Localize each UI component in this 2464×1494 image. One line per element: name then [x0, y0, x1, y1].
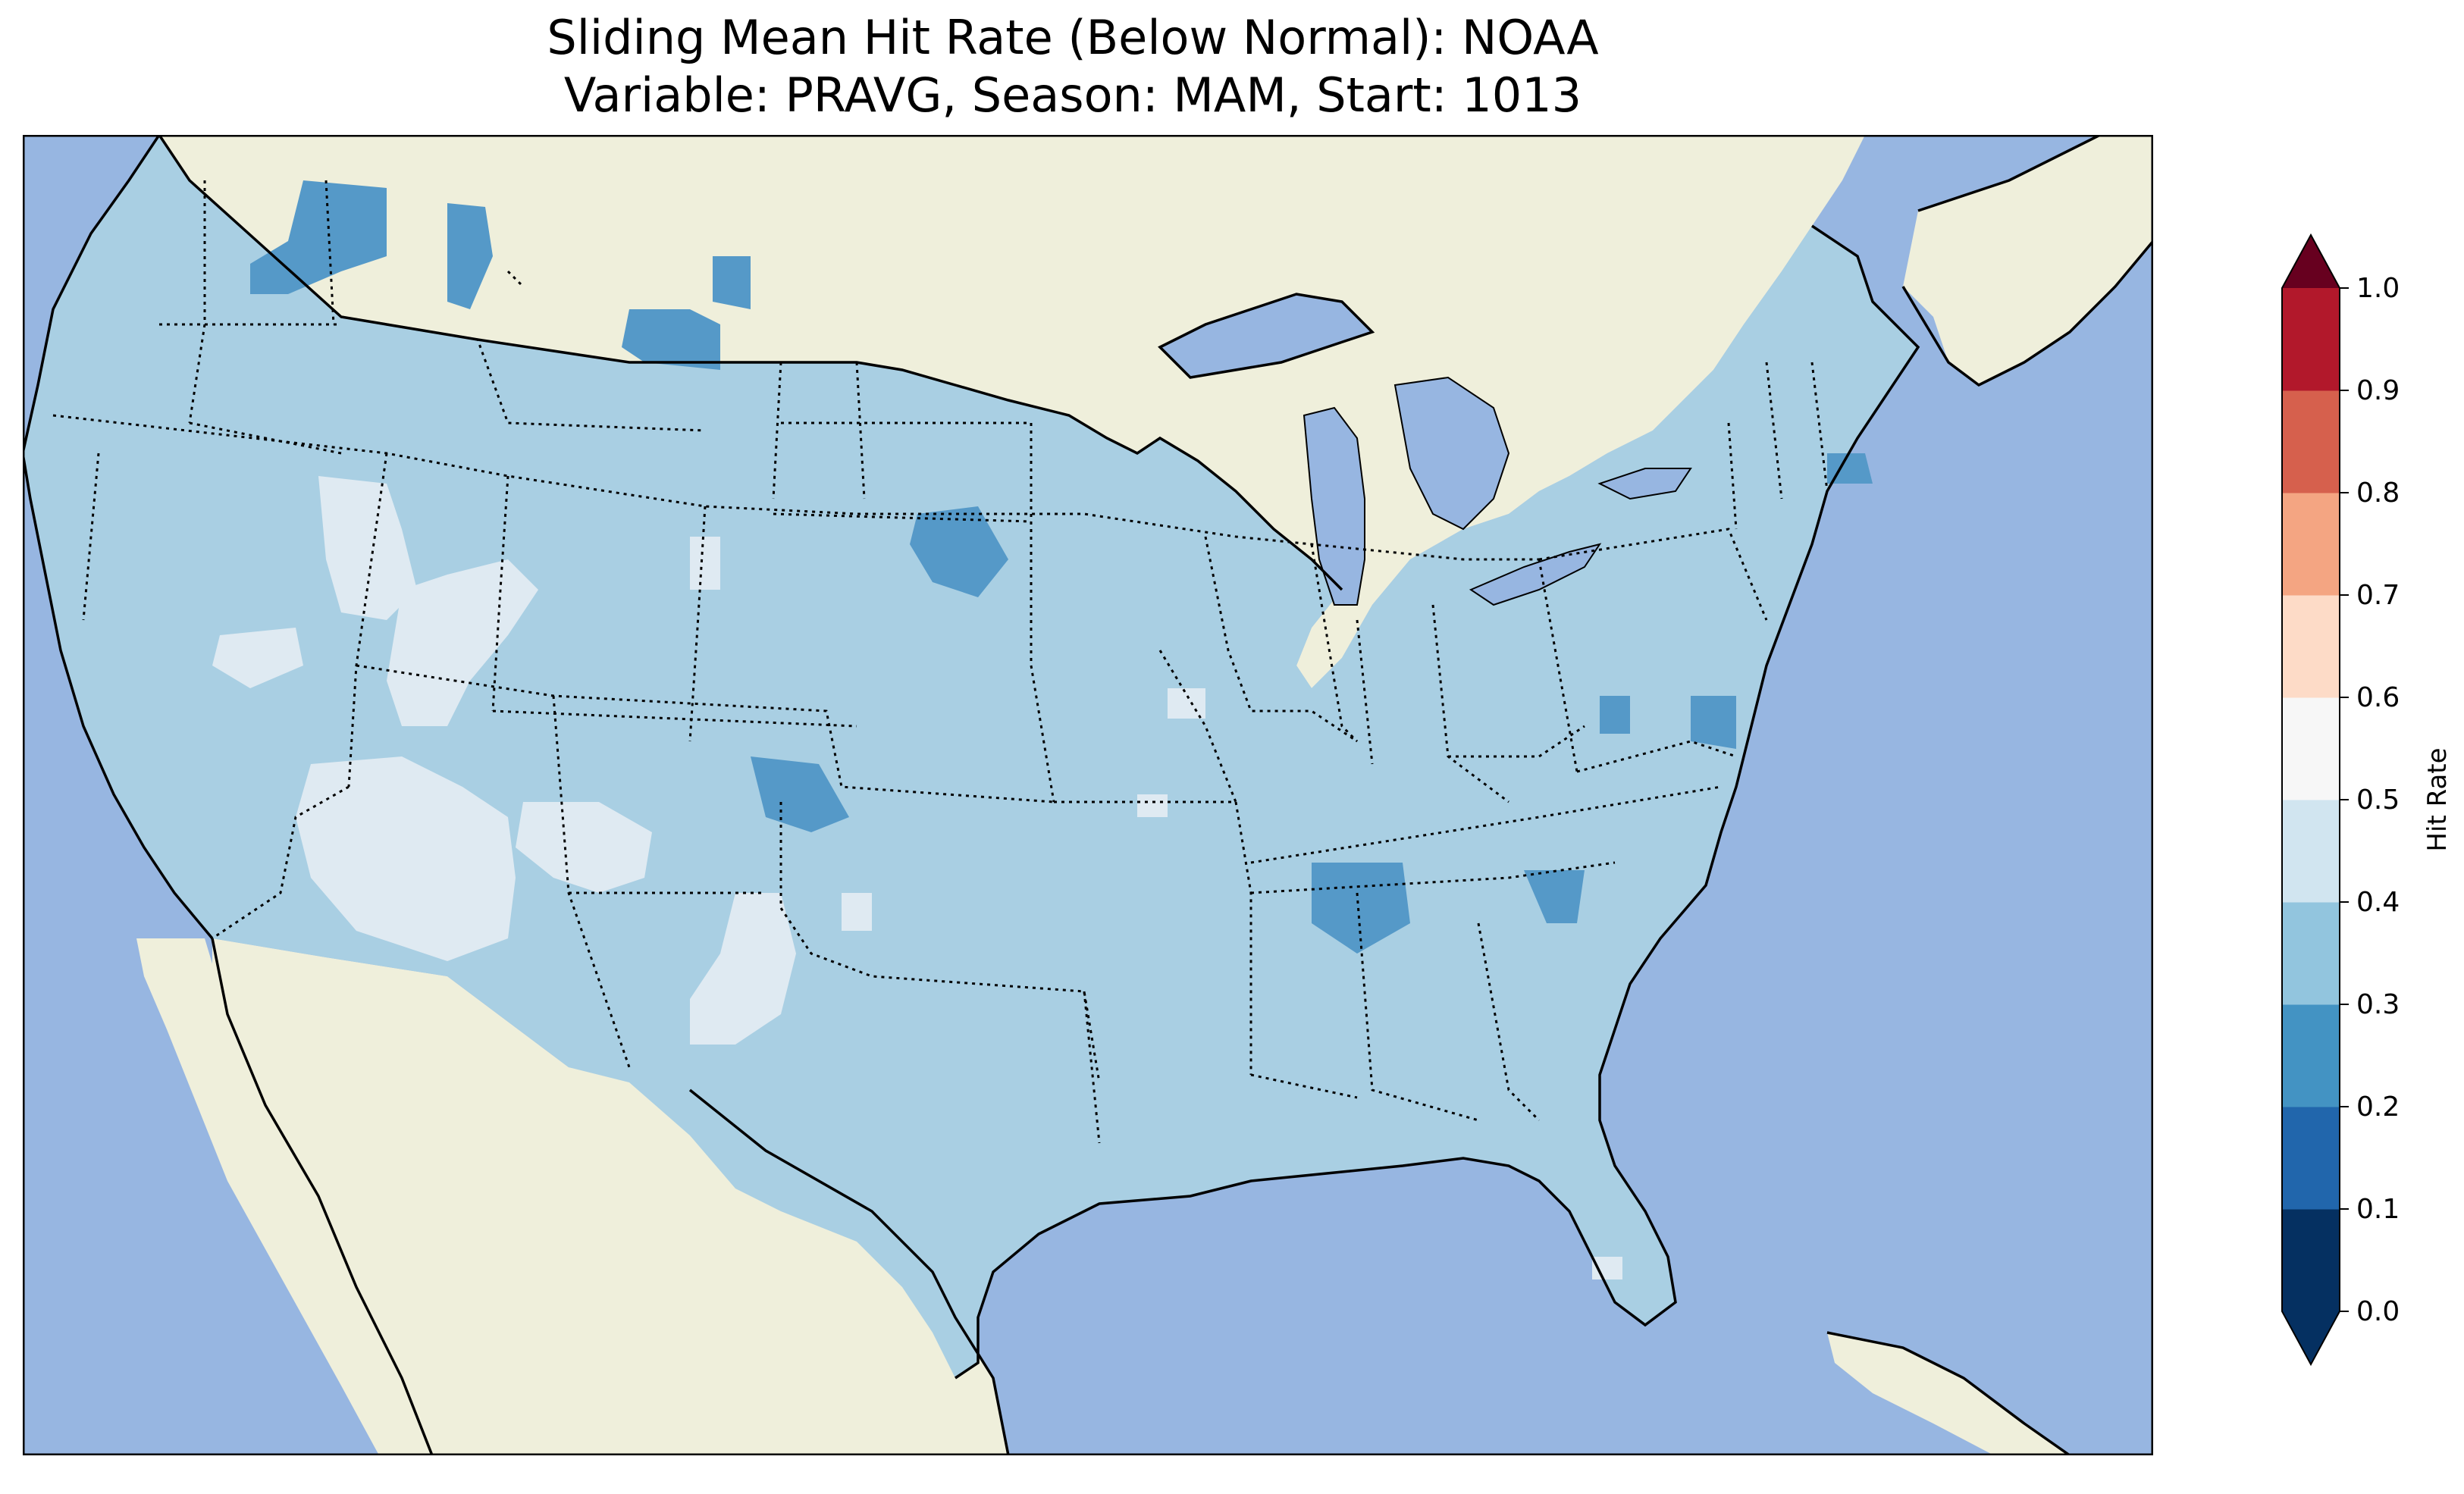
dark-patch-montana	[622, 309, 720, 370]
colorbar-tick-label: 0.1	[2356, 1194, 2400, 1225]
colorbar-tick-label: 0.0	[2356, 1296, 2400, 1327]
light-patch-california-nevada	[212, 628, 303, 688]
cuba-land	[1827, 1333, 2070, 1455]
dark-patch-south-carolina	[1524, 870, 1585, 923]
colorbar-segment	[2282, 1004, 2340, 1107]
light-patch-texas-north	[842, 893, 872, 931]
colorbar-segment	[2282, 390, 2340, 493]
dark-patch-chesapeake	[1691, 696, 1736, 749]
colorbar-segment	[2282, 1209, 2340, 1312]
colorbar-segment	[2282, 493, 2340, 596]
colorbar-tick-label: 0.3	[2356, 989, 2400, 1020]
colorbar-tick-label: 0.5	[2356, 785, 2400, 816]
baja-california-land	[136, 938, 432, 1455]
map-title-line-2: Variable: PRAVG, Season: MAM, Start: 101…	[563, 67, 1582, 123]
colorbar-segment	[2282, 1107, 2340, 1210]
canada-land	[159, 135, 1865, 688]
lake-michigan	[1303, 406, 1365, 606]
maritimes-land	[1903, 135, 2153, 385]
colorbar-segment	[2282, 288, 2340, 391]
light-patch-utah	[387, 559, 538, 726]
state-boundaries	[52, 180, 1829, 1144]
dark-patch-virginia	[1600, 696, 1630, 734]
colorbar-tick-label: 0.4	[2356, 887, 2400, 918]
light-patch-new-mexico	[516, 802, 652, 893]
light-patch-nevada-utah	[318, 476, 417, 620]
light-patch-texas-west	[690, 893, 796, 1045]
colorbar-extend-min	[2282, 1311, 2340, 1364]
coastlines	[23, 135, 2153, 1455]
mexico-land	[212, 938, 1008, 1455]
map-title-line-1: Sliding Mean Hit Rate (Below Normal): NO…	[547, 10, 1599, 65]
map-frame	[23, 135, 2153, 1455]
lake-ontario	[1597, 468, 1692, 500]
colorbar-ticks: 0.0 0.1 0.2 0.3 0.4 0.5 0.6 0.7 0.8 0.9 1.0	[2340, 273, 2400, 1327]
colorbar-segment	[2282, 902, 2340, 1005]
light-patch-missouri	[1168, 688, 1205, 719]
colorbar-tick-label: 0.8	[2356, 478, 2400, 509]
lake-huron	[1393, 376, 1510, 531]
colorbar-segment	[2282, 800, 2340, 903]
hit-rate-0-4-0-5-regions	[212, 476, 1622, 1279]
dark-patch-colorado-kansas	[751, 756, 849, 832]
light-patch-kansas-east	[1137, 794, 1168, 817]
lake-erie	[1469, 543, 1602, 606]
dark-patch-massachusetts	[1827, 453, 1873, 484]
colorbar-segments	[2281, 233, 2340, 1367]
light-patch-arizona	[296, 756, 516, 961]
dark-patch-idaho	[447, 203, 493, 309]
colorbar-tick-label: 0.7	[2356, 580, 2400, 611]
light-patch-wyoming	[690, 537, 720, 590]
colorbar-label: Hit Rate	[2422, 747, 2453, 851]
colorbar-segment	[2282, 697, 2340, 800]
colorbar-tick-label: 0.2	[2356, 1092, 2400, 1123]
conus-hit-rate-region	[23, 135, 1918, 1378]
colorbar: 0.0 0.1 0.2 0.3 0.4 0.5 0.6 0.7 0.8 0.9 1.0 Hit Ra…	[2281, 233, 2453, 1367]
dark-patch-montana-east	[713, 256, 751, 309]
colorbar-tick-label: 1.0	[2356, 273, 2400, 304]
dark-patch-nebraska	[910, 506, 1008, 597]
colorbar-tick-label: 0.6	[2356, 682, 2400, 713]
dark-patch-alabama-mississippi	[1312, 863, 1410, 954]
colorbar-extend-max	[2282, 235, 2340, 288]
colorbar-tick-label: 0.9	[2356, 375, 2400, 406]
map-panel	[23, 135, 2153, 1455]
hit-rate-0-2-0-3-regions	[250, 180, 1873, 954]
colorbar-segment	[2282, 595, 2340, 698]
